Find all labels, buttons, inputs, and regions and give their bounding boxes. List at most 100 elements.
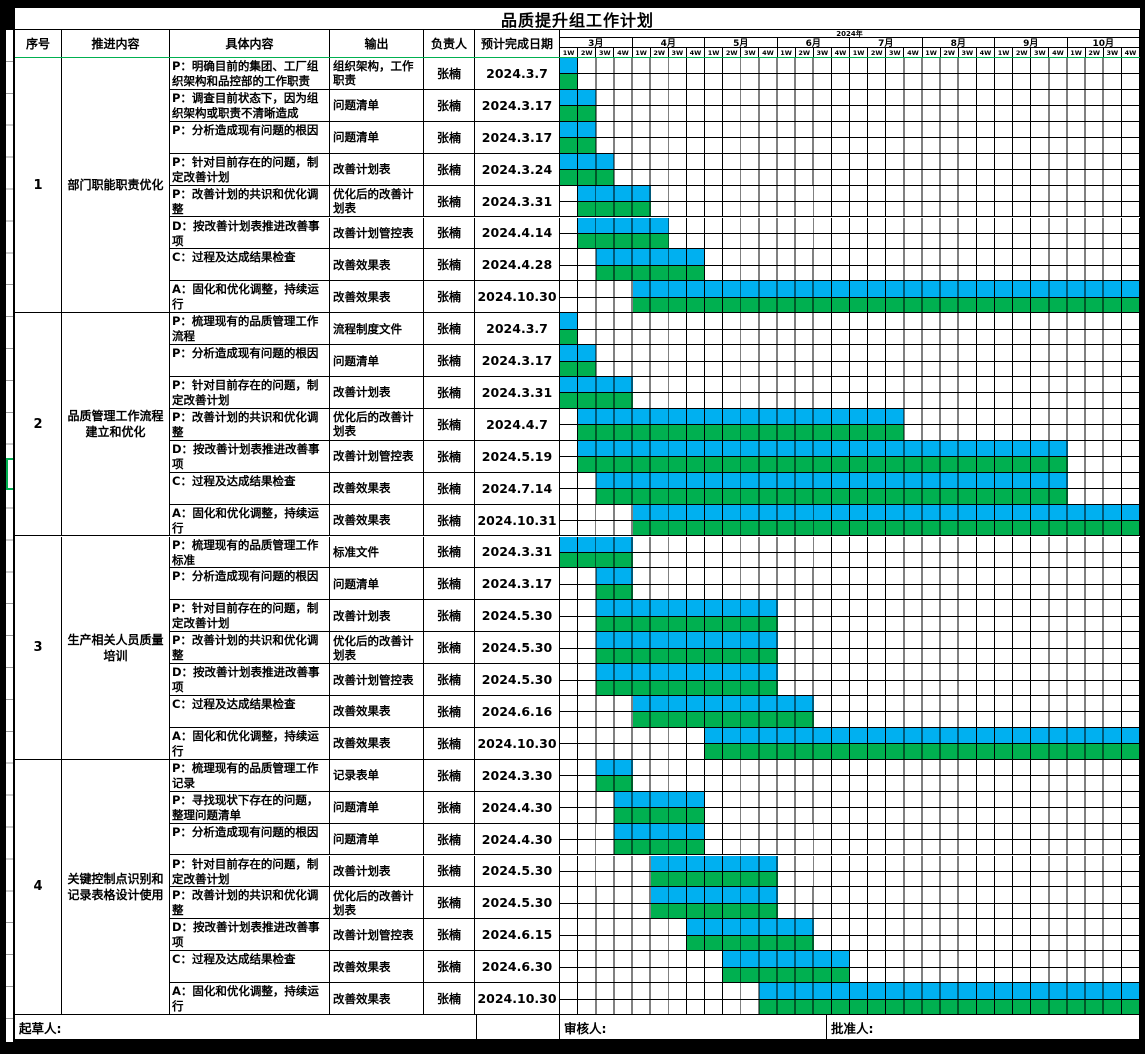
task-date-cell[interactable]: 2024.3.17 bbox=[475, 568, 560, 601]
task-date-cell[interactable]: 2024.3.30 bbox=[475, 759, 560, 792]
task-owner-cell[interactable]: 张楠 bbox=[424, 408, 475, 441]
task-date-cell[interactable]: 2024.3.17 bbox=[475, 121, 560, 154]
task-output-cell[interactable]: 改善效果表 bbox=[330, 281, 424, 314]
task-detail-cell[interactable]: C：过程及达成结果检查 bbox=[170, 249, 330, 282]
gantt-row-cell[interactable] bbox=[560, 664, 1140, 696]
section-name-cell[interactable]: 生产相关人员质量培训 bbox=[62, 536, 170, 760]
task-owner-cell[interactable]: 张楠 bbox=[424, 791, 475, 824]
task-date-cell[interactable]: 2024.4.30 bbox=[475, 823, 560, 856]
task-date-cell[interactable]: 2024.10.30 bbox=[475, 281, 560, 314]
task-output-cell[interactable]: 改善计划表 bbox=[330, 377, 424, 409]
task-date-cell[interactable]: 2024.3.31 bbox=[475, 377, 560, 409]
task-output-cell[interactable]: 改善效果表 bbox=[330, 504, 424, 537]
gantt-row-cell[interactable] bbox=[560, 89, 1140, 122]
task-owner-cell[interactable]: 张楠 bbox=[424, 664, 475, 696]
task-output-cell[interactable]: 改善效果表 bbox=[330, 951, 424, 984]
gantt-row-cell[interactable] bbox=[560, 536, 1140, 569]
column-header-detail[interactable]: 具体内容 bbox=[170, 30, 330, 58]
timeline-month-cell[interactable]: 6月 bbox=[777, 38, 850, 48]
task-owner-cell[interactable]: 张楠 bbox=[424, 249, 475, 282]
column-header-date[interactable]: 预计完成日期 bbox=[475, 30, 560, 58]
task-output-cell[interactable]: 改善效果表 bbox=[330, 696, 424, 728]
task-owner-cell[interactable]: 张楠 bbox=[424, 983, 475, 1015]
task-detail-cell[interactable]: D：按改善计划表推进改善事项 bbox=[170, 217, 330, 250]
gantt-row-cell[interactable] bbox=[560, 983, 1140, 1015]
task-detail-cell[interactable]: P：针对目前存在的问题，制定改善计划 bbox=[170, 377, 330, 409]
task-owner-cell[interactable]: 张楠 bbox=[424, 568, 475, 601]
task-date-cell[interactable]: 2024.10.30 bbox=[475, 983, 560, 1015]
task-detail-cell[interactable]: P：梳理现有的品质管理工作标准 bbox=[170, 536, 330, 569]
task-date-cell[interactable]: 2024.7.14 bbox=[475, 472, 560, 505]
task-output-cell[interactable]: 改善效果表 bbox=[330, 727, 424, 760]
task-owner-cell[interactable]: 张楠 bbox=[424, 504, 475, 537]
task-owner-cell[interactable]: 张楠 bbox=[424, 377, 475, 409]
task-output-cell[interactable]: 改善计划管控表 bbox=[330, 440, 424, 473]
task-detail-cell[interactable]: P：梳理现有的品质管理工作记录 bbox=[170, 759, 330, 792]
gantt-row-cell[interactable] bbox=[560, 823, 1140, 856]
task-output-cell[interactable]: 改善效果表 bbox=[330, 983, 424, 1015]
task-detail-cell[interactable]: P：改善计划的共识和优化调整 bbox=[170, 632, 330, 665]
task-date-cell[interactable]: 2024.3.31 bbox=[475, 536, 560, 569]
column-header-content[interactable]: 推进内容 bbox=[62, 30, 170, 58]
task-owner-cell[interactable]: 张楠 bbox=[424, 313, 475, 346]
task-detail-cell[interactable]: P：分析造成现有问题的根因 bbox=[170, 823, 330, 856]
task-detail-cell[interactable]: D：按改善计划表推进改善事项 bbox=[170, 440, 330, 473]
task-date-cell[interactable]: 2024.4.14 bbox=[475, 217, 560, 250]
task-owner-cell[interactable]: 张楠 bbox=[424, 185, 475, 218]
task-detail-cell[interactable]: P：改善计划的共识和优化调整 bbox=[170, 408, 330, 441]
task-output-cell[interactable]: 改善效果表 bbox=[330, 249, 424, 282]
task-owner-cell[interactable]: 张楠 bbox=[424, 727, 475, 760]
timeline-month-cell[interactable]: 10月 bbox=[1067, 38, 1140, 48]
section-name-cell[interactable]: 品质管理工作流程建立和优化 bbox=[62, 313, 170, 537]
task-owner-cell[interactable]: 张楠 bbox=[424, 121, 475, 154]
task-detail-cell[interactable]: P：改善计划的共识和优化调整 bbox=[170, 887, 330, 920]
task-owner-cell[interactable]: 张楠 bbox=[424, 696, 475, 728]
task-output-cell[interactable]: 问题清单 bbox=[330, 121, 424, 154]
timeline-month-cell[interactable]: 9月 bbox=[995, 38, 1068, 48]
task-output-cell[interactable]: 优化后的改善计划表 bbox=[330, 185, 424, 218]
gantt-row-cell[interactable] bbox=[560, 281, 1140, 314]
task-output-cell[interactable]: 记录表单 bbox=[330, 759, 424, 792]
task-date-cell[interactable]: 2024.5.30 bbox=[475, 855, 560, 888]
task-detail-cell[interactable]: C：过程及达成结果检查 bbox=[170, 951, 330, 984]
gantt-row-cell[interactable] bbox=[560, 568, 1140, 601]
task-date-cell[interactable]: 2024.3.17 bbox=[475, 89, 560, 122]
task-detail-cell[interactable]: A：固化和优化调整，持续运行 bbox=[170, 727, 330, 760]
task-date-cell[interactable]: 2024.3.24 bbox=[475, 153, 560, 186]
task-date-cell[interactable]: 2024.3.31 bbox=[475, 185, 560, 218]
task-detail-cell[interactable]: A：固化和优化调整，持续运行 bbox=[170, 281, 330, 314]
gantt-row-cell[interactable] bbox=[560, 217, 1140, 250]
gantt-row-cell[interactable] bbox=[560, 185, 1140, 218]
task-owner-cell[interactable]: 张楠 bbox=[424, 153, 475, 186]
task-output-cell[interactable]: 问题清单 bbox=[330, 791, 424, 824]
task-owner-cell[interactable]: 张楠 bbox=[424, 345, 475, 377]
task-output-cell[interactable]: 组织架构，工作职责 bbox=[330, 58, 424, 90]
footer-empty-cell[interactable] bbox=[477, 1015, 560, 1040]
task-detail-cell[interactable]: P：寻找现状下存在的问题，整理问题清单 bbox=[170, 791, 330, 824]
task-output-cell[interactable]: 改善计划表 bbox=[330, 153, 424, 186]
gantt-row-cell[interactable] bbox=[560, 58, 1140, 90]
task-detail-cell[interactable]: P：梳理现有的品质管理工作流程 bbox=[170, 313, 330, 346]
task-date-cell[interactable]: 2024.10.30 bbox=[475, 727, 560, 760]
task-detail-cell[interactable]: P：调查目前状态下，因为组织架构或职责不清晰造成 bbox=[170, 89, 330, 122]
task-owner-cell[interactable]: 张楠 bbox=[424, 281, 475, 314]
task-output-cell[interactable]: 改善计划管控表 bbox=[330, 217, 424, 250]
task-output-cell[interactable]: 标准文件 bbox=[330, 536, 424, 569]
task-detail-cell[interactable]: A：固化和优化调整，持续运行 bbox=[170, 983, 330, 1015]
task-owner-cell[interactable]: 张楠 bbox=[424, 440, 475, 473]
task-date-cell[interactable]: 2024.3.17 bbox=[475, 345, 560, 377]
column-header-output[interactable]: 输出 bbox=[330, 30, 424, 58]
timeline-month-cell[interactable]: 3月 bbox=[560, 38, 633, 48]
gantt-row-cell[interactable] bbox=[560, 440, 1140, 473]
gantt-row-cell[interactable] bbox=[560, 600, 1140, 633]
task-owner-cell[interactable]: 张楠 bbox=[424, 217, 475, 250]
task-date-cell[interactable]: 2024.6.15 bbox=[475, 919, 560, 952]
task-output-cell[interactable]: 改善效果表 bbox=[330, 472, 424, 505]
task-owner-cell[interactable]: 张楠 bbox=[424, 823, 475, 856]
task-owner-cell[interactable]: 张楠 bbox=[424, 759, 475, 792]
task-date-cell[interactable]: 2024.3.7 bbox=[475, 58, 560, 90]
task-output-cell[interactable]: 优化后的改善计划表 bbox=[330, 887, 424, 920]
gantt-row-cell[interactable] bbox=[560, 313, 1140, 346]
gantt-row-cell[interactable] bbox=[560, 121, 1140, 154]
task-date-cell[interactable]: 2024.5.30 bbox=[475, 600, 560, 633]
